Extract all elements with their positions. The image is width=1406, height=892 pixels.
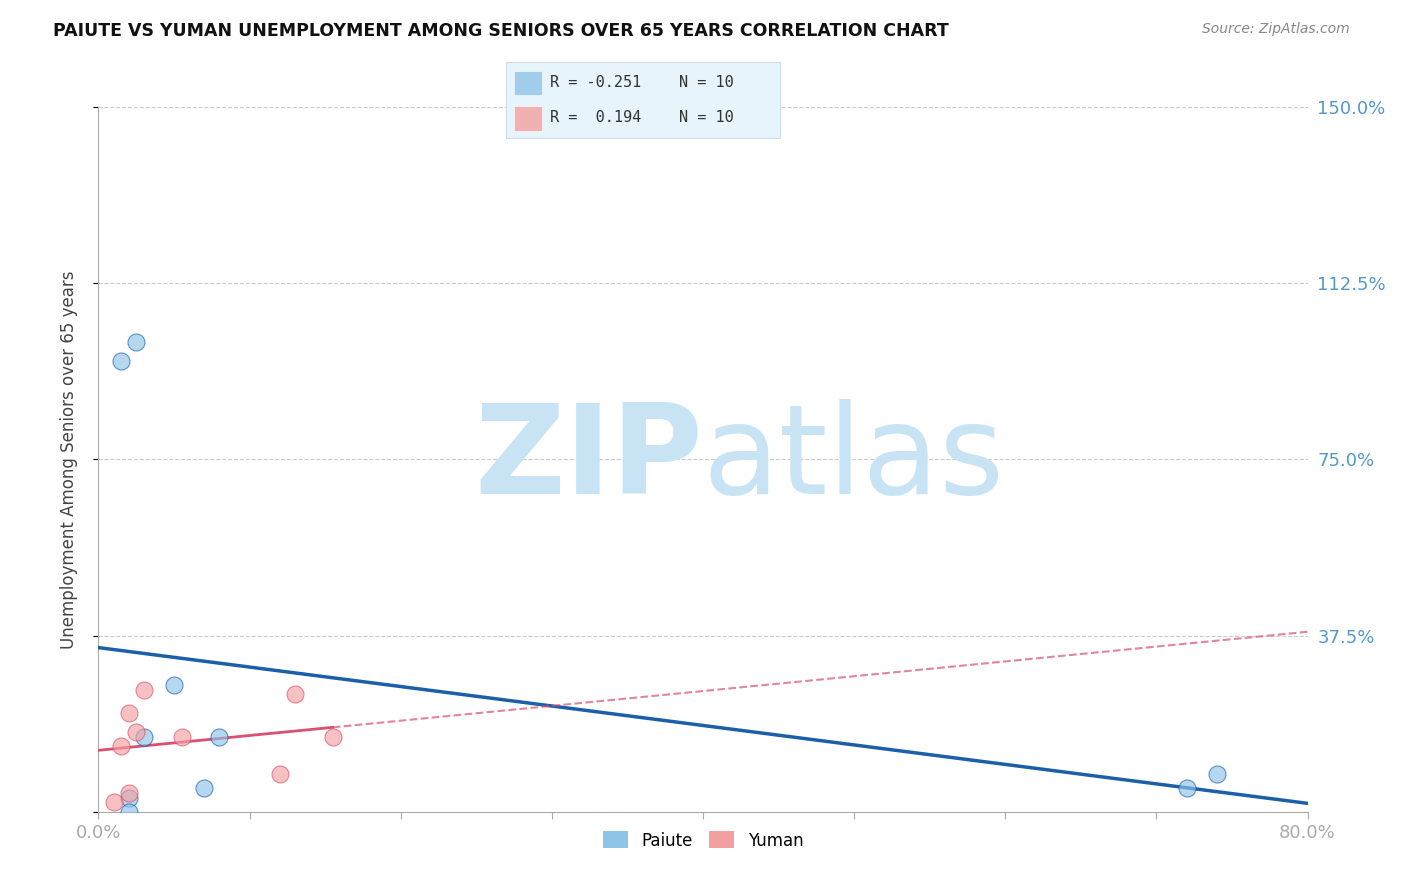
Text: R =  0.194: R = 0.194 xyxy=(550,111,641,125)
Point xyxy=(110,353,132,368)
Point xyxy=(322,730,344,744)
Point xyxy=(284,687,307,701)
Point xyxy=(118,786,141,800)
Point xyxy=(269,767,291,781)
Text: ZIP: ZIP xyxy=(474,399,703,520)
Y-axis label: Unemployment Among Seniors over 65 years: Unemployment Among Seniors over 65 years xyxy=(59,270,77,648)
Point xyxy=(118,790,141,805)
Text: R = -0.251: R = -0.251 xyxy=(550,76,641,90)
Point xyxy=(132,730,155,744)
Text: PAIUTE VS YUMAN UNEMPLOYMENT AMONG SENIORS OVER 65 YEARS CORRELATION CHART: PAIUTE VS YUMAN UNEMPLOYMENT AMONG SENIO… xyxy=(53,22,949,40)
Point xyxy=(125,334,148,349)
Point xyxy=(170,730,193,744)
Point xyxy=(163,678,186,692)
Point xyxy=(208,730,231,744)
Point xyxy=(118,706,141,720)
Point xyxy=(118,805,141,819)
Bar xyxy=(515,70,541,95)
Text: N = 10: N = 10 xyxy=(679,111,734,125)
Point xyxy=(1206,767,1229,781)
Bar xyxy=(515,106,541,130)
Text: atlas: atlas xyxy=(703,399,1005,520)
Point xyxy=(125,724,148,739)
Point xyxy=(110,739,132,753)
Text: Source: ZipAtlas.com: Source: ZipAtlas.com xyxy=(1202,22,1350,37)
Point xyxy=(1175,781,1198,796)
Point xyxy=(132,682,155,697)
Text: N = 10: N = 10 xyxy=(679,76,734,90)
Point xyxy=(193,781,215,796)
Legend: Paiute, Yuman: Paiute, Yuman xyxy=(596,825,810,856)
Point xyxy=(103,795,125,809)
